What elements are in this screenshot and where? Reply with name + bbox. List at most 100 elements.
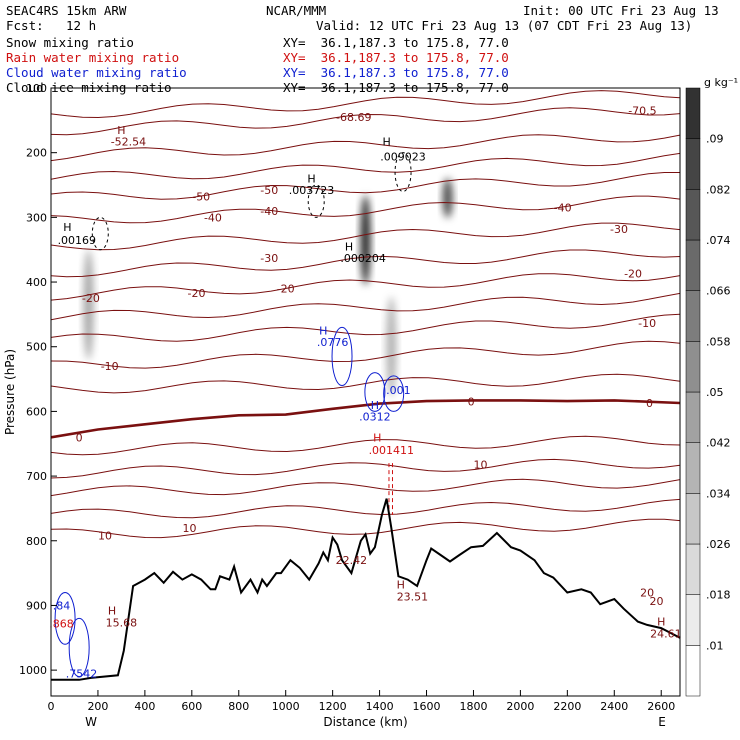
y-top-label: 100 (26, 82, 47, 95)
colorbar-swatch (685, 341, 701, 393)
field-rain-name: Rain water mixing ratio (6, 50, 180, 65)
field-snow-name: Snow mixing ratio (6, 35, 134, 50)
y-tick-label: 1000 (19, 664, 47, 677)
colorbar-swatch (685, 290, 701, 342)
extremum-label: H (307, 173, 315, 186)
y-tick-label: 600 (26, 405, 47, 418)
x-tick-label: 400 (134, 700, 155, 713)
extremum-label: 22.42 (336, 554, 368, 567)
isotherm-label: -20 (188, 287, 206, 300)
isotherm-label: -10 (638, 317, 656, 330)
endpoint-left: W (85, 715, 97, 729)
org-label: NCAR/MMM (266, 3, 327, 18)
isotherm-line (51, 313, 680, 342)
snow-contour (91, 216, 109, 251)
colorbar-label: .042 (706, 437, 731, 450)
isotherm-line (51, 273, 680, 301)
isotherm-label: -50 (260, 184, 278, 197)
colorbar-label: .05 (706, 386, 724, 399)
y-tick-label: 200 (26, 147, 47, 160)
terrain-line (51, 498, 680, 681)
cloud-water-contour (54, 592, 76, 645)
colorbar-label: .018 (706, 589, 731, 602)
x-axis-label: Distance (km) (323, 715, 407, 729)
x-tick-label: 1400 (366, 700, 394, 713)
x-tick-label: 2600 (647, 700, 675, 713)
cloud-water-contour (383, 375, 405, 412)
isotherm-label: 0 (646, 397, 653, 410)
colorbar-swatch (685, 138, 701, 190)
isotherm-label: 10 (98, 530, 112, 543)
extremum-label: H (345, 240, 353, 253)
extremum-label: .7542 (66, 667, 98, 680)
isotherm-label: -70.5 (628, 105, 656, 118)
colorbar-label: .074 (706, 234, 731, 247)
isotherm-label: -40 (204, 211, 222, 224)
y-axis-label: Pressure (hPa) (3, 349, 17, 435)
valid-time: Valid: 12 UTC Fri 23 Aug 13 (07 CDT Fri … (316, 18, 693, 33)
extremum-label: 15.68 (106, 616, 138, 629)
isotherm-label: -20 (624, 268, 642, 281)
isotherm-line (51, 152, 680, 180)
extremum-label: .001 (386, 384, 411, 397)
isotherm-label: -40 (554, 202, 572, 215)
colorbar-swatch (685, 239, 701, 291)
extremum-label: H (63, 221, 71, 234)
colorbar-label: .09 (706, 133, 724, 146)
isotherm-label: -30 (260, 252, 278, 265)
extremum-label: H (108, 605, 116, 618)
cloud-water-contour (331, 326, 353, 387)
colorbar-swatch (685, 594, 701, 646)
x-tick-label: 2400 (600, 700, 628, 713)
isotherm-label: -20 (277, 283, 295, 296)
extremum-label: .000204 (340, 252, 386, 265)
shade-blob (386, 296, 397, 397)
isotherm-line (51, 222, 680, 251)
extremum-label: H (319, 325, 327, 338)
extremum-label: H (117, 124, 125, 137)
endpoint-right: E (658, 715, 666, 729)
extremum-label: .0312 (359, 411, 391, 424)
isotherm-label: -40 (260, 205, 278, 218)
colorbar-swatch (685, 87, 701, 139)
extremum-label: H (373, 431, 381, 444)
extremum-label: H (397, 579, 405, 592)
extremum-label: .84 (53, 599, 71, 612)
isotherm-label: -30 (610, 223, 628, 236)
x-tick-label: 2000 (506, 700, 534, 713)
colorbar-swatch (685, 189, 701, 241)
x-tick-label: 1000 (272, 700, 300, 713)
extremum-label: H (382, 136, 390, 149)
isotherm-label: 20 (650, 595, 664, 608)
x-tick-label: 800 (228, 700, 249, 713)
isotherm-line (51, 478, 680, 497)
field-cloud-name: Cloud water mixing ratio (6, 65, 187, 80)
isotherm-label: 0 (76, 431, 83, 444)
x-tick-label: 600 (181, 700, 202, 713)
extremum-label: .00169 (58, 234, 97, 247)
isotherm-label: -10 (101, 360, 119, 373)
y-tick-label: 400 (26, 276, 47, 289)
isotherm-line (51, 249, 680, 278)
shade-blob (442, 177, 453, 218)
extremum-label: 23.51 (397, 590, 429, 603)
isotherm-line (51, 134, 680, 162)
x-tick-label: 0 (48, 700, 55, 713)
snow-contour (307, 184, 325, 218)
isotherm-line (51, 90, 680, 119)
isotherm-label: 10 (474, 458, 488, 471)
isotherm-line (51, 340, 680, 369)
isotherm-line (51, 458, 680, 479)
forecast-label: Fcst: (6, 18, 44, 33)
isotherm-line (51, 435, 680, 456)
extremum-label: .009023 (380, 151, 426, 164)
colorbar-swatch (685, 391, 701, 443)
y-tick-label: 700 (26, 470, 47, 483)
extremum-label: .868 (49, 618, 74, 631)
field-snow-xy: XY= 36.1,187.3 to 175.8, 77.0 (283, 35, 509, 50)
y-tick-label: 500 (26, 341, 47, 354)
isotherm-label: -20 (82, 292, 100, 305)
extremum-label: H (371, 399, 379, 412)
colorbar-swatch (685, 493, 701, 545)
